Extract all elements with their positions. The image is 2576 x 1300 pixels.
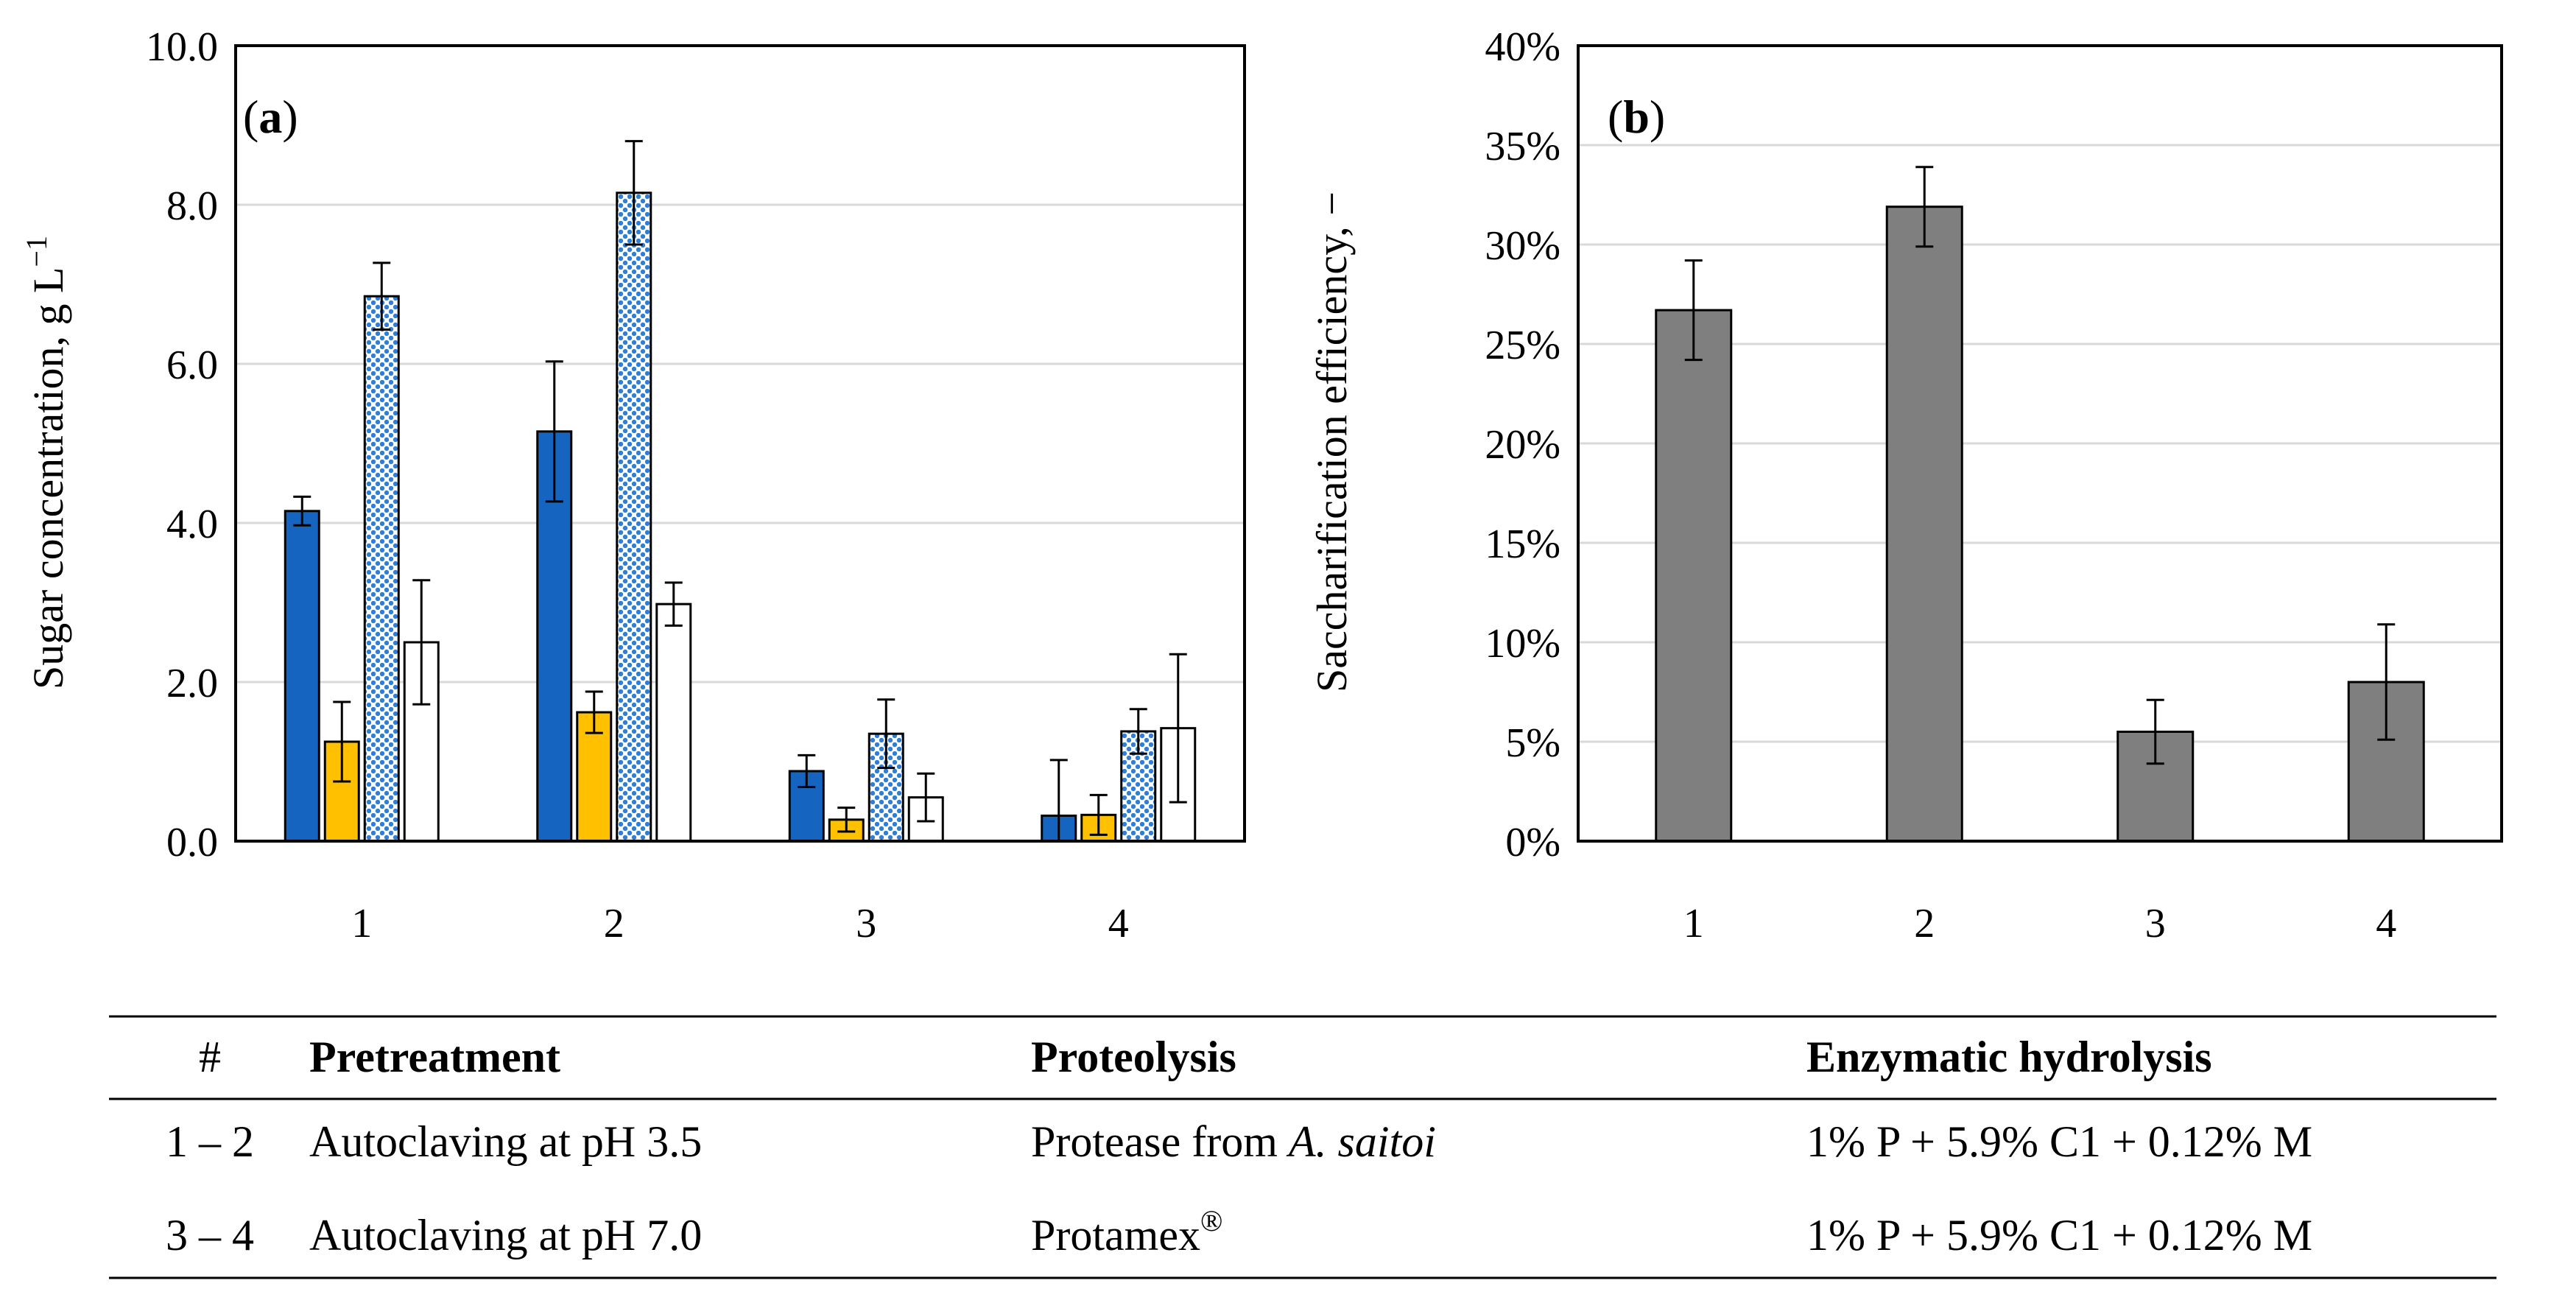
a-error-bar-series-2-cat-2 (585, 690, 603, 734)
a-bar-series-4-cat-2 (655, 602, 692, 843)
table-row-1-hydrolysis: 1% P + 5.9% C1 + 0.12% M (1806, 1117, 2312, 1166)
panel-a-letter: a (258, 91, 282, 143)
table-header-hydrolysis: Enzymatic hydrolysis (1806, 1033, 2212, 1081)
b-error-bar-saccharification-efficiency-cat-1 (1684, 259, 1703, 362)
panel-a-chart: 0.0 2.0 4.0 6.0 8.0 10.0 1 2 3 4 (a) Sugar conce… (20, 24, 1246, 946)
panel-a-x-tick-labels: 1 2 3 4 (351, 901, 1129, 946)
panel-a-gridlines (236, 203, 1245, 684)
b-y-tick-label: 20% (1485, 422, 1560, 468)
b-x-tick-label: 2 (1914, 901, 1935, 946)
panel-a-y-axis-label-sup: −1 (20, 236, 53, 267)
a-bar-series-3-cat-1 (363, 295, 400, 843)
a-error-bar-series-2-cat-3 (837, 807, 856, 833)
b-y-tick-label: 10% (1485, 621, 1560, 667)
a-y-tick-label: 4.0 (166, 502, 218, 547)
panel-b-y-axis-label: Saccharification efficiency, − (1308, 192, 1356, 692)
b-y-tick-label: 0% (1505, 820, 1560, 865)
b-x-tick-label: 1 (1683, 901, 1704, 946)
table-row-2-proteolysis-text: Protamex (1031, 1211, 1200, 1259)
panel-b-plot-frame (1577, 44, 2503, 843)
b-bar-saccharification-efficiency-cat-2 (1885, 205, 1963, 843)
a-x-tick-label: 3 (856, 901, 876, 946)
panel-a-label: (a) (243, 91, 298, 143)
panel-b-letter: b (1623, 91, 1650, 143)
a-error-bar-series-4-cat-3 (917, 772, 935, 823)
panel-a-y-axis-label: Sugar concentration, g L−1 (20, 236, 72, 689)
b-error-bar-saccharification-efficiency-cat-2 (1915, 166, 1934, 248)
b-y-tick-label: 35% (1485, 124, 1560, 169)
table-row-1-pretreatment: Autoclaving at pH 3.5 (309, 1117, 702, 1166)
b-error-bar-saccharification-efficiency-cat-3 (2146, 698, 2164, 765)
panel-b-y-tick-labels: 0% 5% 10% 15% 20% 25% 30% 35% 40% (1485, 24, 1560, 865)
conditions-table: # Pretreatment Proteolysis Enzymatic hyd… (109, 1015, 2496, 1279)
table-row-2-proteolysis: Protamex® (1031, 1204, 1222, 1259)
b-bar-saccharification-efficiency-cat-1 (1655, 309, 1733, 843)
panel-b-x-tick-labels: 1 2 3 4 (1683, 901, 2397, 946)
a-y-tick-label: 6.0 (166, 342, 218, 388)
b-x-tick-label: 4 (2376, 901, 2396, 946)
table-header-proteolysis: Proteolysis (1031, 1033, 1236, 1081)
panel-a-y-axis-label-text: Sugar concentration, g L (24, 267, 72, 689)
panel-b-error-bars (1684, 166, 2396, 765)
table-row-1-num: 1 – 2 (166, 1117, 254, 1166)
a-y-tick-label: 2.0 (166, 661, 218, 706)
a-bar-series-1-cat-3 (788, 770, 825, 843)
table-row-1-proteolysis-text: Protease from (1031, 1117, 1289, 1166)
a-error-bar-series-1-cat-1 (293, 495, 312, 527)
table-row-1-proteolysis-species: A. saitoi (1286, 1117, 1436, 1166)
a-error-bar-series-1-cat-2 (545, 360, 563, 503)
a-y-tick-label: 0.0 (166, 820, 218, 865)
panel-a-y-tick-labels: 0.0 2.0 4.0 6.0 8.0 10.0 (146, 24, 218, 865)
table-row-2-num: 3 – 4 (166, 1211, 254, 1259)
table-row-2-hydrolysis: 1% P + 5.9% C1 + 0.12% M (1806, 1211, 2312, 1259)
a-error-bar-series-4-cat-4 (1169, 653, 1187, 804)
a-error-bar-series-3-cat-1 (373, 261, 391, 331)
a-error-bar-series-3-cat-2 (624, 140, 643, 246)
table-header-pretreatment: Pretreatment (309, 1033, 560, 1081)
panel-a-plot-frame (234, 44, 1246, 843)
b-y-tick-label: 40% (1485, 24, 1560, 70)
table-row-2-pretreatment: Autoclaving at pH 7.0 (309, 1211, 702, 1259)
a-x-tick-label: 2 (604, 901, 624, 946)
table-row-1-proteolysis: Protease from A. saitoi (1031, 1117, 1436, 1166)
a-x-tick-label: 1 (351, 901, 372, 946)
panel-a-bars (284, 192, 1197, 843)
a-error-bar-series-4-cat-2 (664, 581, 683, 627)
a-error-bar-series-2-cat-1 (333, 700, 351, 783)
a-bar-series-1-cat-1 (284, 510, 320, 843)
a-y-tick-label: 10.0 (146, 24, 218, 70)
a-error-bar-series-1-cat-3 (798, 753, 816, 789)
panel-b-bars (1655, 205, 2425, 843)
panel-b-label: (b) (1608, 91, 1665, 143)
a-bar-series-3-cat-2 (616, 192, 652, 843)
a-x-tick-label: 4 (1108, 901, 1129, 946)
a-error-bar-series-2-cat-4 (1089, 793, 1108, 836)
a-error-bar-series-3-cat-4 (1129, 708, 1147, 755)
b-y-tick-label: 5% (1505, 720, 1560, 766)
a-error-bar-series-3-cat-3 (877, 698, 895, 770)
panel-b-chart: 0% 5% 10% 15% 20% 25% 30% 35% 40% 1 2 3 4 (b) Sacch… (1308, 24, 2503, 946)
table-row-2-proteolysis-sup: ® (1200, 1204, 1222, 1237)
b-x-tick-label: 3 (2145, 901, 2166, 946)
b-error-bar-saccharification-efficiency-cat-4 (2377, 623, 2396, 741)
b-y-tick-label: 15% (1485, 521, 1560, 567)
a-error-bar-series-4-cat-1 (412, 579, 431, 706)
b-y-tick-label: 25% (1485, 323, 1560, 368)
a-y-tick-label: 8.0 (166, 183, 218, 229)
table-header-num: # (199, 1033, 221, 1081)
b-y-tick-label: 30% (1485, 223, 1560, 269)
